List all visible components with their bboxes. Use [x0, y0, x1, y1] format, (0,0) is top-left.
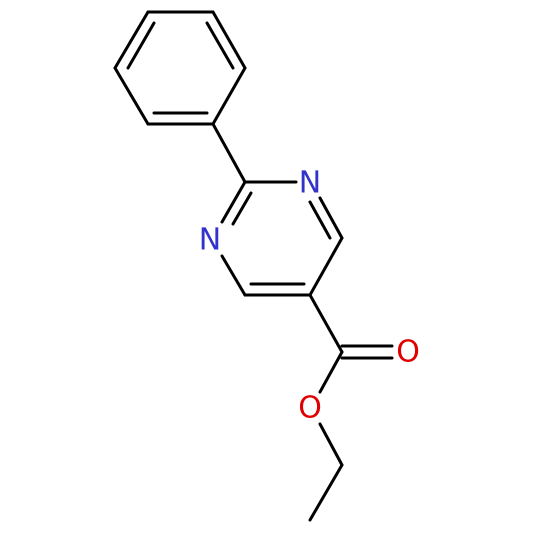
bonds	[113, 10, 394, 522]
atom-label: N	[199, 223, 221, 258]
atom-label: O	[298, 391, 322, 426]
atom-label: N	[299, 166, 321, 201]
atom-label: O	[396, 335, 420, 370]
